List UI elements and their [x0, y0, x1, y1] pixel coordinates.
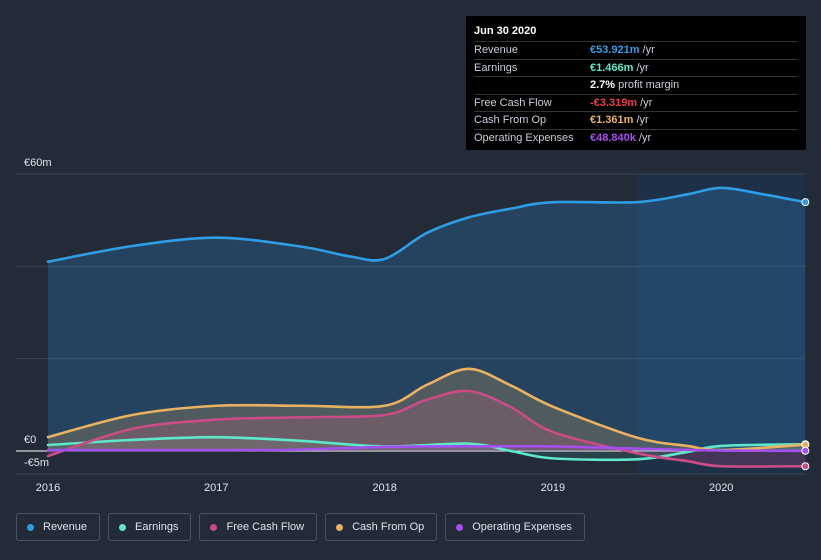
- y-tick-label-bottom: -€5m: [24, 457, 49, 469]
- legend-label: Earnings: [135, 521, 179, 533]
- tooltip-row-label: Earnings: [474, 61, 518, 74]
- tooltip-row-unit: /yr: [636, 114, 649, 126]
- tooltip-row: Earnings €1.466m/yr: [474, 60, 798, 77]
- line-cash-from-op: [46, 367, 807, 452]
- legend-label: Cash From Op: [352, 521, 425, 533]
- legend-dot-icon: [119, 523, 127, 531]
- y-tick-label-zero: €0: [24, 434, 36, 446]
- tooltip-row-value: €1.361m: [590, 114, 634, 126]
- chart-highlight-band: [637, 174, 805, 474]
- x-tick-label: 2019: [541, 482, 565, 494]
- axis-labels: €60m €0 -€5m: [24, 157, 52, 469]
- tooltip-row-label: Cash From Op: [474, 114, 547, 126]
- end-dot-free-cash-flow: [801, 462, 810, 471]
- tooltip-row-unit: /yr: [638, 131, 652, 144]
- tooltip-row: Operating Expenses €48.840k/yr: [474, 130, 798, 147]
- x-tick-label: 2016: [36, 482, 60, 494]
- tooltip-row-unit: /yr: [636, 61, 649, 74]
- chart: €60m €0 -€5m 2016 2017 2018 2019 2020: [16, 157, 810, 494]
- line-revenue: [46, 186, 807, 264]
- tooltip-rows: Revenue €53.921m/yr Earnings €1.466m/yr 2.7%…: [474, 42, 798, 146]
- tooltip-row-label: Revenue: [474, 44, 519, 56]
- x-ticks: 2016 2017 2018 2019 2020: [36, 482, 734, 494]
- legend-dot-icon: [336, 523, 344, 531]
- tooltip-row-value: -€3.319m: [590, 96, 638, 109]
- series-end-dots: [801, 198, 810, 471]
- tooltip-row-unit: profit margin: [618, 79, 680, 91]
- legend-label: Revenue: [43, 521, 88, 533]
- tooltip-row-unit: /yr: [642, 44, 655, 56]
- legend-item-operating-expenses[interactable]: Operating Expenses: [445, 513, 585, 541]
- series-lines: [46, 186, 807, 468]
- tooltip: Jun 30 2020 Revenue €53.921m/yr Earnings €1…: [466, 16, 806, 150]
- legend-label: Free Cash Flow: [226, 521, 305, 533]
- tooltip-row-unit: /yr: [640, 96, 653, 109]
- tooltip-row-label: Operating Expenses: [474, 131, 574, 144]
- legend-dot-icon: [210, 523, 218, 531]
- line-free-cash-flow: [46, 389, 807, 468]
- x-tick-label: 2018: [372, 482, 396, 494]
- legend: Revenue Earnings Free Cash Flow Cash From O…: [16, 513, 585, 541]
- tooltip-row-value: €53.921m: [590, 44, 640, 56]
- tooltip-row-value: €1.466m: [590, 61, 634, 74]
- x-tick-label: 2020: [709, 482, 733, 494]
- legend-item-cash-from-op[interactable]: Cash From Op: [325, 513, 438, 541]
- legend-item-free-cash-flow[interactable]: Free Cash Flow: [199, 513, 318, 541]
- end-dot-operating-expenses: [801, 446, 810, 455]
- line-earnings: [46, 435, 807, 462]
- area-revenue: [48, 187, 806, 451]
- legend-dot-icon: [27, 523, 34, 531]
- end-dot-revenue: [801, 198, 810, 207]
- x-tick-label: 2017: [204, 482, 228, 494]
- area-earnings: [48, 437, 806, 460]
- tooltip-row-label: Free Cash Flow: [474, 96, 552, 109]
- tooltip-row: Revenue €53.921m/yr: [474, 42, 798, 60]
- y-tick-label-top: €60m: [24, 157, 52, 169]
- tooltip-date: Jun 30 2020: [474, 24, 798, 42]
- area-free-cash-flow: [48, 390, 806, 467]
- line-operating-expenses: [46, 444, 807, 453]
- tooltip-row: 2.7% profit margin: [474, 77, 798, 95]
- area-cash-from-op: [48, 368, 806, 451]
- tooltip-row-value: 2.7%: [590, 79, 616, 91]
- legend-dot-icon: [456, 523, 464, 531]
- tooltip-row-value: €48.840k: [590, 131, 636, 144]
- tooltip-row-label: [474, 77, 590, 94]
- legend-item-earnings[interactable]: Earnings: [108, 513, 192, 541]
- tooltip-row: Cash From Op €1.361m/yr: [474, 112, 798, 130]
- legend-label: Operating Expenses: [472, 521, 572, 533]
- legend-item-revenue[interactable]: Revenue: [16, 513, 101, 541]
- tooltip-row: Free Cash Flow -€3.319m/yr: [474, 95, 798, 112]
